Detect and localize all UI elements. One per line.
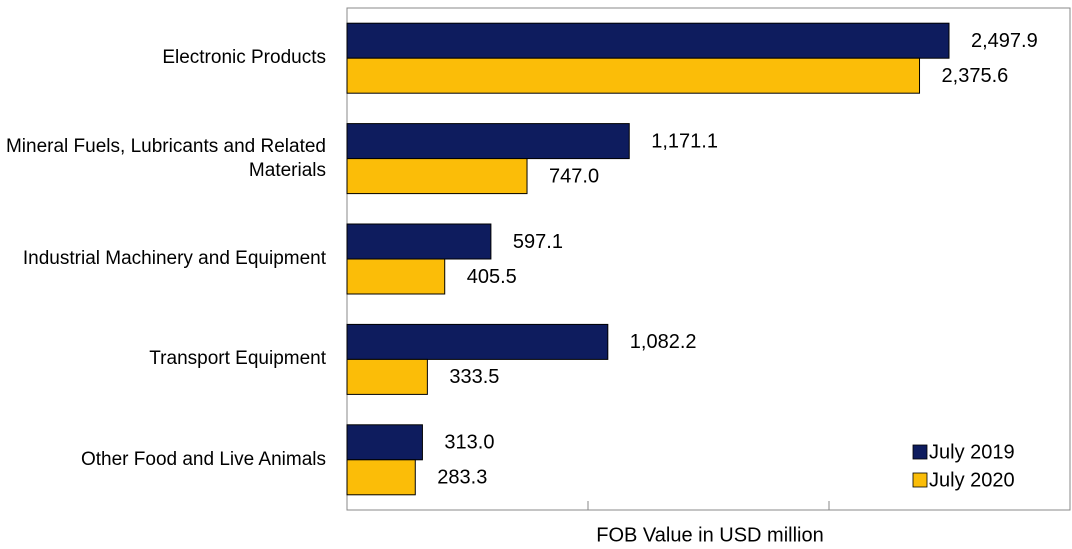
bar: [346, 323, 609, 360]
value-label: 2,497.9: [971, 30, 1038, 52]
bar: [346, 57, 921, 94]
value-label: 597.1: [513, 231, 563, 253]
legend-swatch: [912, 472, 928, 488]
bar: [346, 22, 950, 59]
y-tick-label: Electronic Products: [162, 47, 326, 69]
legend-swatch: [912, 444, 928, 460]
value-label: 2,375.6: [942, 65, 1009, 87]
bar: [346, 459, 416, 496]
legend-label: July 2019: [929, 441, 1015, 463]
bar: [346, 258, 446, 295]
y-tick-label: Other Food and Live Animals: [80, 448, 326, 470]
bar: [346, 158, 528, 195]
value-label: 313.0: [444, 432, 494, 454]
y-tick-label: Industrial Machinery and Equipment: [22, 248, 326, 269]
value-label: 283.3: [437, 467, 487, 489]
value-label: 333.5: [449, 366, 499, 388]
value-label: 1,171.1: [651, 130, 718, 152]
legend-label: July 2020: [929, 469, 1015, 491]
bar: [346, 123, 630, 160]
value-label: 1,082.2: [630, 331, 697, 353]
y-tick-label: Transport Equipment: [149, 348, 326, 370]
bar: [346, 223, 492, 260]
value-label: 405.5: [467, 266, 517, 288]
x-axis-title: FOB Value in USD million: [596, 524, 823, 546]
bar: [346, 424, 423, 461]
value-label: 747.0: [549, 165, 599, 187]
y-tick-label: Mineral Fuels, Lubricants and Related Ma…: [5, 135, 326, 181]
bar: [346, 358, 428, 395]
